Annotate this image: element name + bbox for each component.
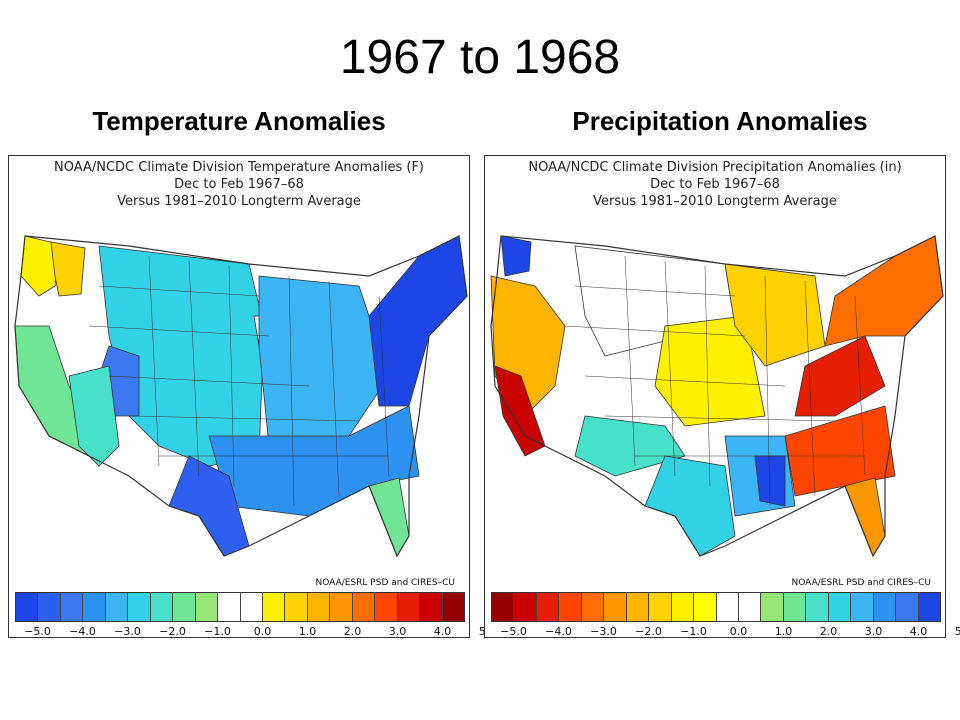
- temperature-tick-label: 1.0: [298, 625, 317, 638]
- us-outline: [14, 235, 468, 558]
- region-california-dry: [494, 365, 546, 457]
- precipitation-map-baseline: Versus 1981–2010 Longterm Average: [593, 194, 837, 209]
- temperature-colorbar-cell: [195, 593, 219, 621]
- precipitation-tick-label: −1.0: [680, 625, 707, 638]
- precipitation-us-map: [490, 235, 944, 558]
- temperature-tick-label: 4.0: [433, 625, 452, 638]
- temperature-colorbar-cell: [420, 593, 443, 621]
- region-florida: [368, 477, 410, 557]
- temperature-colorbar-ticks: −5.0−4.0−3.0−2.0−1.00.01.02.03.04.05.0: [15, 625, 496, 639]
- temperature-colorbar-cell: [173, 593, 196, 621]
- precipitation-colorbar-cell: [649, 593, 672, 621]
- temperature-colorbar-cell: [83, 593, 106, 621]
- region-florida: [844, 477, 886, 557]
- precipitation-tick-label: −3.0: [590, 625, 617, 638]
- precipitation-tick-label: 0.0: [729, 625, 748, 638]
- us-outline: [490, 235, 944, 558]
- temperature-us-map: [14, 235, 468, 558]
- temperature-colorbar-cell: [307, 593, 331, 621]
- temperature-colorbar-cell: [352, 593, 376, 621]
- precipitation-tick-label: 4.0: [909, 625, 928, 638]
- temperature-colorbar-cell: [397, 593, 421, 621]
- precipitation-colorbar-cell: [918, 593, 941, 621]
- precipitation-colorbar-cell: [738, 593, 762, 621]
- precipitation-heading: Precipitation Anomalies: [572, 106, 868, 136]
- temperature-colorbar-cell: [218, 593, 241, 621]
- temperature-colorbar-cell: [262, 593, 286, 621]
- division-boundaries: [564, 255, 866, 507]
- precipitation-colorbar: [491, 592, 941, 622]
- temperature-map-baseline: Versus 1981–2010 Longterm Average: [117, 194, 361, 209]
- temperature-tick-label: −3.0: [114, 625, 141, 638]
- precipitation-colorbar-cell: [806, 593, 829, 621]
- region-northwest: [50, 241, 86, 297]
- division-boundaries: [88, 255, 390, 507]
- temperature-colorbar-cell: [60, 593, 84, 621]
- temperature-map-title: NOAA/NCDC Climate Division Temperature A…: [53, 160, 425, 175]
- temperature-colorbar-cell: [330, 593, 353, 621]
- precipitation-colorbar-cell: [514, 593, 537, 621]
- temperature-colorbar-cell: [105, 593, 129, 621]
- temperature-map-panel: NOAA/NCDC Climate Division Temperature A…: [8, 155, 496, 639]
- precipitation-colorbar-cell: [604, 593, 627, 621]
- precipitation-colorbar-ticks: −5.0 −4.0 −3.0 −2.0 −1.0 0.0 1.0 2.0 3.0 4.0 5.0: [491, 625, 960, 639]
- temperature-colorbar: [15, 592, 465, 622]
- temperature-colorbar-cell: [375, 593, 398, 621]
- precipitation-colorbar-cell: [828, 593, 852, 621]
- temperature-tick-label: 0.0: [253, 625, 272, 638]
- precipitation-tick-label: −5.0: [500, 625, 527, 638]
- region-southwest: [68, 365, 120, 467]
- precipitation-tick-label: −4.0: [545, 625, 572, 638]
- precipitation-colorbar-cell: [581, 593, 605, 621]
- temperature-tick-label: 2.0: [343, 625, 362, 638]
- temperature-colorbar-cell: [150, 593, 174, 621]
- region-midwest: [258, 275, 390, 447]
- region-ohio-valley-dry: [794, 335, 886, 417]
- temperature-colorbar-cell: [442, 593, 465, 621]
- temperature-tick-label: −4.0: [69, 625, 96, 638]
- temperature-tick-label: −5.0: [24, 625, 51, 638]
- precipitation-map-panel: NOAA/NCDC Climate Division Precipitation…: [484, 155, 960, 639]
- temperature-heading: Temperature Anomalies: [92, 106, 386, 136]
- precipitation-colorbar-cell: [851, 593, 874, 621]
- precipitation-colorbar-cell: [783, 593, 807, 621]
- region-plains: [654, 315, 766, 427]
- precipitation-colorbar-cell: [626, 593, 650, 621]
- temperature-tick-label: −2.0: [159, 625, 186, 638]
- precipitation-colorbar-cell: [694, 593, 717, 621]
- temperature-colorbar-cell: [240, 593, 263, 621]
- precipitation-colorbar-cell: [873, 593, 897, 621]
- temperature-tick-label: 3.0: [388, 625, 407, 638]
- precipitation-map-title: NOAA/NCDC Climate Division Precipitation…: [528, 160, 902, 175]
- precipitation-colorbar-cell: [671, 593, 695, 621]
- precipitation-colorbar-cell: [559, 593, 582, 621]
- precipitation-map-period: Dec to Feb 1967–68: [650, 177, 780, 192]
- precipitation-colorbar-cell: [716, 593, 739, 621]
- temperature-credit: NOAA/ESRL PSD and CIRES–CU: [315, 578, 455, 588]
- temperature-map-period: Dec to Feb 1967–68: [174, 177, 304, 192]
- precipitation-colorbar-cell: [536, 593, 560, 621]
- region-northeast-dry: [824, 235, 944, 347]
- region-midwest: [724, 263, 826, 367]
- precipitation-tick-label: 1.0: [774, 625, 793, 638]
- precipitation-tick-label: −2.0: [635, 625, 662, 638]
- precipitation-credit: NOAA/ESRL PSD and CIRES–CU: [791, 578, 931, 588]
- precipitation-colorbar-cell: [761, 593, 784, 621]
- region-southeast-dry: [784, 405, 896, 497]
- region-south-plains: [574, 415, 686, 477]
- temperature-colorbar-cell: [16, 593, 39, 621]
- slide-title: 1967 to 1968: [339, 31, 621, 84]
- temperature-colorbar-cell: [285, 593, 308, 621]
- temperature-tick-label: −1.0: [204, 625, 231, 638]
- temperature-colorbar-cell: [38, 593, 61, 621]
- precipitation-tick-label: 3.0: [864, 625, 883, 638]
- precipitation-colorbar-cell: [492, 593, 515, 621]
- precipitation-colorbar-cell: [896, 593, 919, 621]
- precipitation-tick-label: 2.0: [819, 625, 838, 638]
- temperature-colorbar-cell: [128, 593, 151, 621]
- region-washington-wet: [500, 235, 532, 277]
- precipitation-tick-label: 5.0: [954, 625, 960, 638]
